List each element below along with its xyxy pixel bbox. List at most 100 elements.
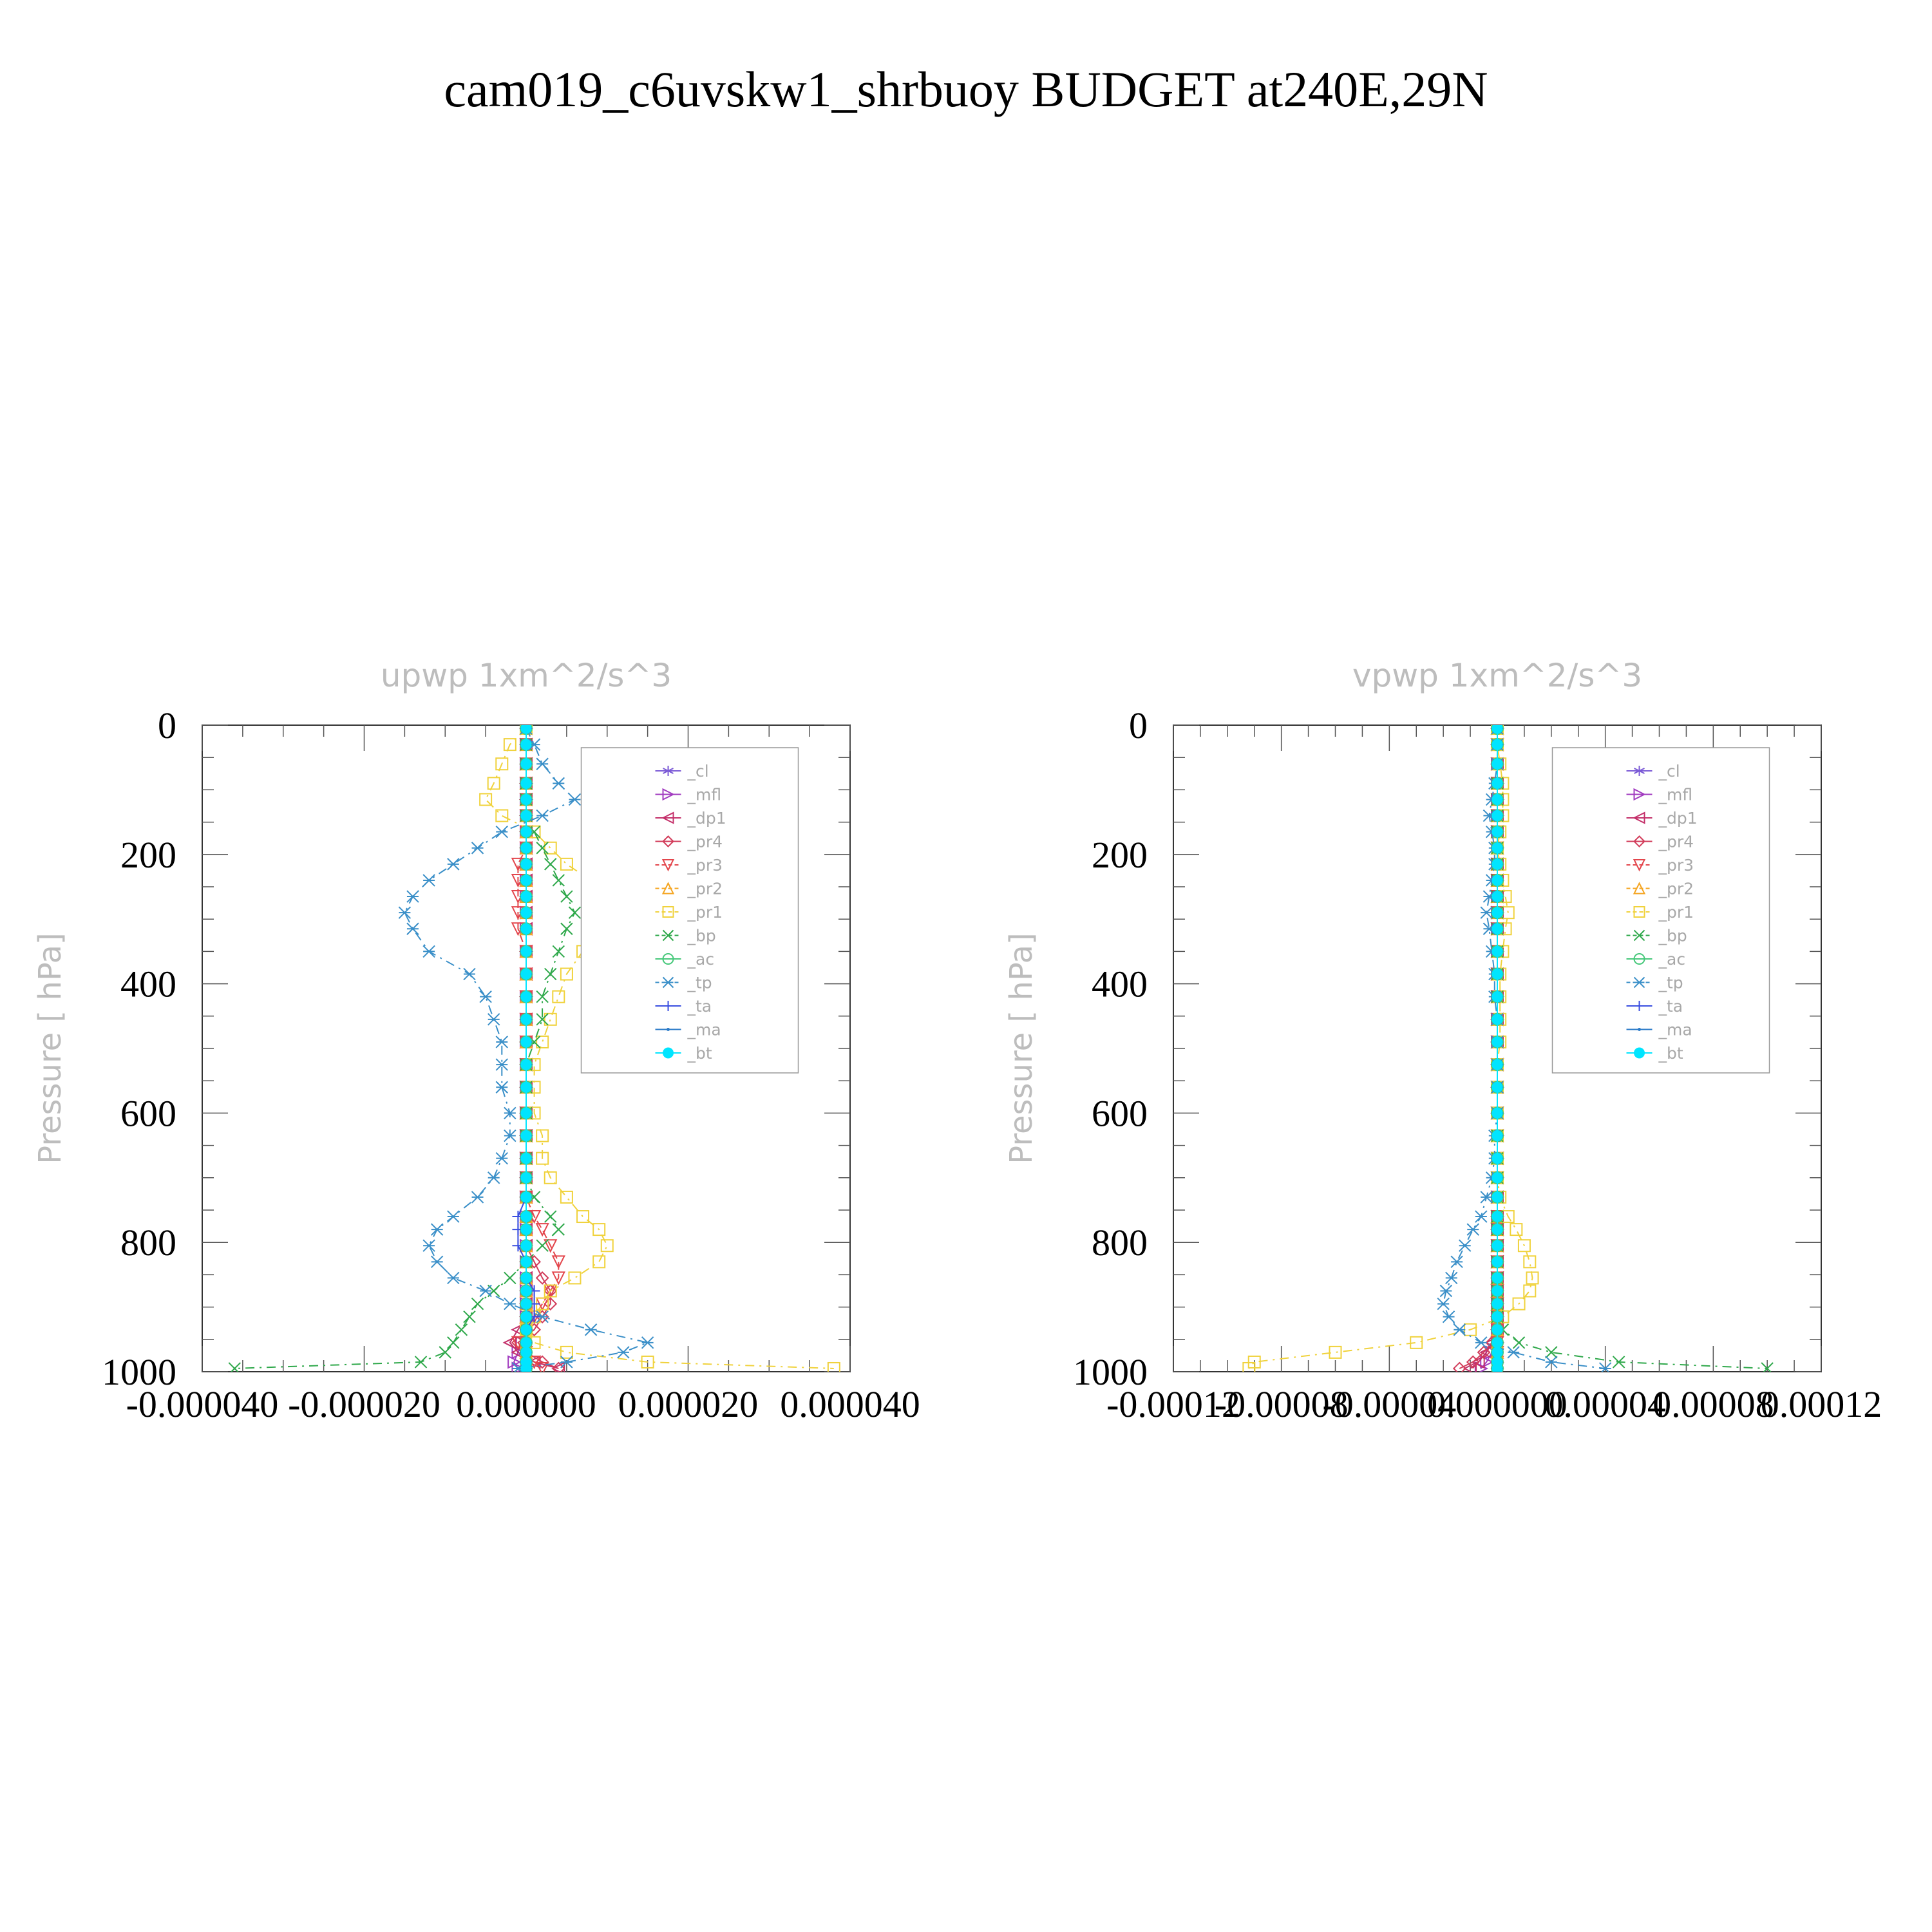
legend-label: _ac <box>1658 950 1686 969</box>
data-point <box>544 967 557 981</box>
y-tick-label: 800 <box>120 1222 176 1264</box>
data-point <box>560 890 573 903</box>
series-layer <box>1242 725 1774 1372</box>
data-point <box>1492 923 1503 934</box>
data-point <box>592 1255 606 1269</box>
data-point <box>495 1081 508 1094</box>
data-point <box>584 1323 598 1336</box>
legend-entry: _ac <box>655 950 715 969</box>
y-axis-label: Pressure [ hPa] <box>1003 933 1039 1164</box>
data-point <box>520 945 532 957</box>
data-point <box>520 1153 532 1164</box>
upwp-panel: upwp 1xm^2/s^3 Pressure [ hPa] 0 200 400 60… <box>32 657 920 1425</box>
data-point <box>827 1361 840 1372</box>
legend-label: _mfl <box>1658 786 1693 804</box>
legend-entry: _ma <box>655 1021 721 1039</box>
legend-label: _pr3 <box>687 856 723 875</box>
data-point <box>568 793 582 806</box>
data-point <box>520 1172 532 1184</box>
data-point <box>1492 875 1503 886</box>
legend-marker <box>662 953 674 965</box>
data-point <box>520 1107 532 1119</box>
data-point <box>520 991 532 1003</box>
data-point <box>479 990 492 1003</box>
data-point <box>430 1223 444 1236</box>
data-point <box>560 967 573 981</box>
legend-label: _ma <box>687 1021 721 1039</box>
legend-label: _pr4 <box>1658 833 1694 851</box>
data-point <box>552 990 565 1003</box>
data-point <box>1492 1224 1503 1235</box>
legend-label: _pr1 <box>687 903 723 922</box>
data-point <box>447 1336 460 1349</box>
data-point <box>1329 1345 1342 1359</box>
data-point <box>568 906 582 919</box>
data-point <box>1492 907 1503 918</box>
data-point <box>536 990 549 1003</box>
x-tick-label: 0.00004 <box>1544 1383 1666 1425</box>
y-tick-label: 200 <box>120 834 176 876</box>
data-point <box>1526 1271 1539 1285</box>
data-point <box>487 1171 500 1184</box>
data-point <box>1492 842 1503 854</box>
data-point <box>1492 1285 1503 1296</box>
data-point <box>414 1356 428 1368</box>
data-point <box>1466 1355 1480 1369</box>
data-point <box>1492 1130 1503 1142</box>
legend-label: _ma <box>1658 1021 1692 1039</box>
legend-marker <box>661 882 675 895</box>
series-line <box>404 728 650 1369</box>
data-point <box>1445 1271 1458 1285</box>
legend-label: _pr1 <box>1658 903 1694 922</box>
data-point <box>504 1297 516 1311</box>
x-tick-label: 0.000040 <box>780 1383 920 1425</box>
series-line <box>484 728 834 1369</box>
data-point <box>1492 858 1503 870</box>
data-point <box>552 945 565 958</box>
legend: _cl _mfl _dp1 _pr4 _pr3 _pr2 _pr1 _bp _ac _tp _ta _… <box>1551 747 1770 1074</box>
data-point <box>1492 1036 1503 1048</box>
data-point <box>1452 1361 1466 1372</box>
data-point <box>520 969 532 980</box>
data-point <box>504 1106 516 1120</box>
data-point <box>520 739 532 750</box>
legend-marker <box>1633 929 1645 942</box>
data-point <box>1492 1240 1503 1251</box>
data-point <box>641 1336 654 1349</box>
legend-marker <box>1634 1001 1645 1011</box>
data-point <box>422 874 435 887</box>
legend-label: _ac <box>687 950 715 969</box>
legend-entry: _dp1 <box>655 809 726 828</box>
data-point <box>495 1151 508 1165</box>
data-point <box>520 1311 532 1323</box>
data-point <box>592 1223 606 1236</box>
data-point <box>520 793 532 805</box>
legend-label: _pr3 <box>1658 856 1694 875</box>
legend-label: _dp1 <box>1658 809 1698 828</box>
data-point <box>1492 758 1503 770</box>
data-point <box>1492 1256 1503 1267</box>
y-tick-label: 200 <box>1092 834 1148 876</box>
y-tick-label: 600 <box>1092 1092 1148 1134</box>
data-point <box>1450 1255 1463 1269</box>
data-point <box>535 1361 549 1372</box>
data-point <box>520 1130 532 1142</box>
legend-marker <box>662 976 674 989</box>
data-point <box>1492 1298 1503 1310</box>
data-point <box>1453 1323 1466 1336</box>
series-bt <box>1492 725 1503 1372</box>
data-point <box>1492 1324 1503 1336</box>
legend-marker <box>1633 788 1646 801</box>
legend-marker <box>662 906 674 918</box>
vpwp-panel: vpwp 1xm^2/s^3 Pressure [ hPa] 0 200 400 60… <box>1003 657 1882 1425</box>
legend-marker <box>661 811 674 824</box>
data-point <box>520 826 532 838</box>
x-tick-label: 0.000000 <box>1427 1383 1567 1425</box>
data-point <box>1492 945 1503 957</box>
data-point <box>536 809 549 822</box>
data-point <box>447 1271 460 1285</box>
x-tick-label: 0.00012 <box>1761 1383 1882 1425</box>
legend-box <box>580 747 799 1074</box>
series-line <box>1443 728 1605 1369</box>
data-point <box>471 1191 484 1204</box>
